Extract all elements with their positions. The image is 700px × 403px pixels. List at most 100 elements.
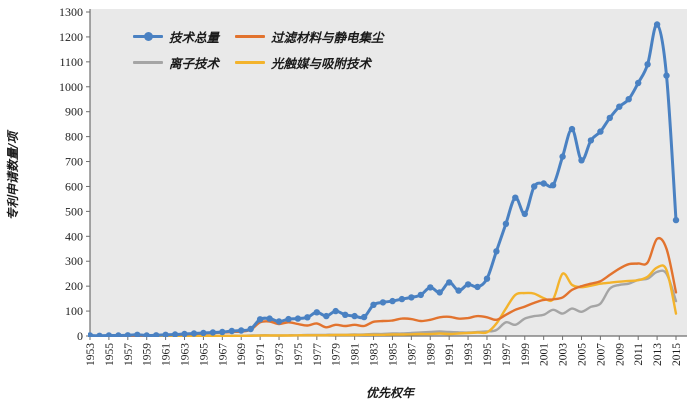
x-tick-label: 2015 [671,343,683,366]
legend-item-1: 过滤材料与静电集尘 [235,27,384,46]
data-point-marker [162,331,169,337]
data-point-marker [606,114,613,122]
x-tick-label: 1987 [406,343,418,366]
x-tick-label: 1961 [161,343,173,366]
data-point-marker [408,294,415,301]
data-point-marker [238,327,245,334]
data-point-marker [549,182,557,189]
y-tick-label: 500 [65,204,83,218]
x-tick-label: 1989 [425,343,437,366]
data-point-marker [256,316,264,323]
legend-label: 技术总量 [169,30,220,45]
data-point-marker [644,61,651,68]
data-point-marker [597,128,604,135]
data-point-marker [209,329,217,336]
chart-legend: 技术总量 过滤材料与静电集尘 离子技术 光触媒与吸附技术 [133,27,384,72]
data-point-marker [228,327,235,335]
data-point-marker [464,281,472,288]
legend-label: 光触媒与吸附技术 [271,56,372,71]
x-tick-label: 2001 [539,343,551,366]
x-tick-label: 1995 [482,343,494,366]
x-tick-label: 1975 [293,343,305,366]
x-tick-label: 1983 [369,343,381,366]
data-point-marker [521,210,528,218]
data-point-marker [398,295,406,303]
x-tick-label: 1971 [255,343,267,366]
y-tick-label: 600 [65,179,83,193]
y-tick-label: 400 [65,229,83,243]
x-tick-label: 2003 [558,343,570,366]
data-point-marker [143,332,150,337]
x-tick-label: 1985 [387,343,399,366]
data-point-marker [313,309,320,316]
x-tick-label: 1963 [180,343,192,366]
legend-item-2: 离子技术 [133,53,219,72]
x-tick-label: 1973 [274,343,286,366]
data-point-marker [379,299,387,306]
data-point-marker [559,153,566,160]
data-point-marker [247,325,254,333]
x-tick-label: 2007 [595,343,607,366]
x-tick-label: 1981 [350,343,362,366]
data-point-marker [427,284,434,291]
legend-item-3: 光触媒与吸附技术 [235,53,384,72]
x-tick-label: 1955 [104,343,116,366]
x-axis-title: 优先权年 [366,386,416,400]
data-point-marker [512,194,519,201]
data-point-marker [124,332,131,337]
x-tick-label: 1969 [236,343,248,366]
x-tick-label: 1967 [217,343,229,366]
x-tick-label: 1957 [123,343,135,366]
data-point-marker [436,289,443,296]
data-point-marker [153,332,160,337]
x-tick-label: 2009 [614,343,626,366]
x-tick-label: 1953 [85,343,97,366]
data-point-marker [96,332,103,337]
y-tick-label: 1000 [59,80,83,94]
data-point-marker [115,332,122,337]
data-point-marker [531,183,538,190]
data-point-marker [568,125,576,133]
data-point-marker [587,137,595,144]
plot-area [90,9,687,336]
data-point-marker [134,331,141,337]
data-point-marker [88,332,94,337]
x-tick-label: 2011 [633,343,645,366]
data-point-marker [616,103,623,110]
data-point-marker [190,330,198,337]
data-point-marker [446,279,453,286]
y-axis-title: 专利申请数量/项 [6,129,20,220]
legend-swatch-line [133,58,163,67]
data-point-marker [304,314,311,321]
data-point-marker [502,220,510,227]
y-tick-label: 1100 [59,55,83,69]
y-tick-label: 300 [65,254,83,268]
data-point-marker [625,96,632,103]
data-point-marker [578,157,585,164]
x-tick-label: 1997 [501,343,513,366]
data-point-marker [540,180,547,187]
legend-swatch-line [133,32,163,41]
x-tick-label: 1979 [331,343,343,366]
data-point-marker [635,79,642,87]
data-point-marker [417,291,424,299]
x-tick-label: 2013 [652,343,664,366]
data-point-marker [171,331,179,337]
legend-swatch-line [235,58,266,67]
data-point-marker [332,307,339,315]
data-point-marker [493,248,500,255]
series-markers [88,21,680,337]
y-tick-label: 200 [65,279,83,293]
data-point-marker [483,275,491,282]
y-tick-label: 800 [65,130,83,144]
data-point-marker [294,315,302,322]
data-point-marker [672,216,680,224]
x-tick-label: 2005 [576,343,588,366]
y-tick-label: 900 [65,105,83,119]
legend-swatch-line [235,32,266,41]
data-point-marker [105,332,113,337]
y-tick-label: 100 [65,304,83,318]
data-point-marker [351,312,358,320]
